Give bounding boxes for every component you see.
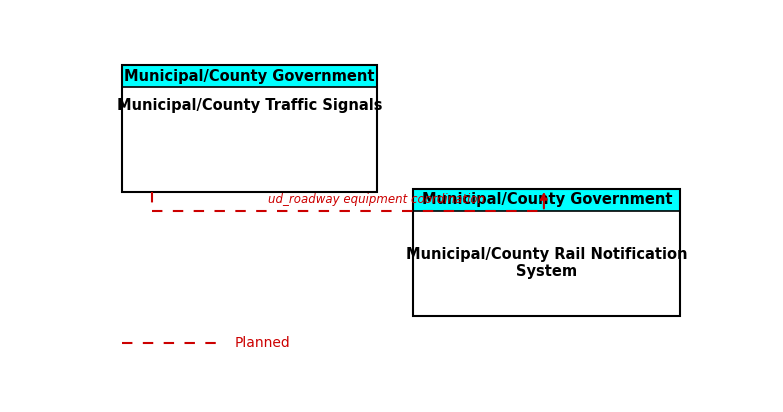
- Text: Municipal/County Government: Municipal/County Government: [124, 68, 375, 84]
- Bar: [122, 65, 377, 192]
- Bar: [413, 189, 680, 211]
- Bar: [413, 189, 680, 316]
- Text: Planned: Planned: [234, 336, 290, 350]
- Text: Municipal/County Rail Notification
System: Municipal/County Rail Notification Syste…: [406, 247, 687, 279]
- Bar: [413, 211, 680, 316]
- Text: Municipal/County Government: Municipal/County Government: [422, 192, 672, 207]
- Bar: [122, 65, 377, 87]
- Bar: [122, 87, 377, 192]
- Text: Municipal/County Traffic Signals: Municipal/County Traffic Signals: [117, 98, 382, 113]
- Text: ud_roadway equipment coordination: ud_roadway equipment coordination: [268, 194, 485, 206]
